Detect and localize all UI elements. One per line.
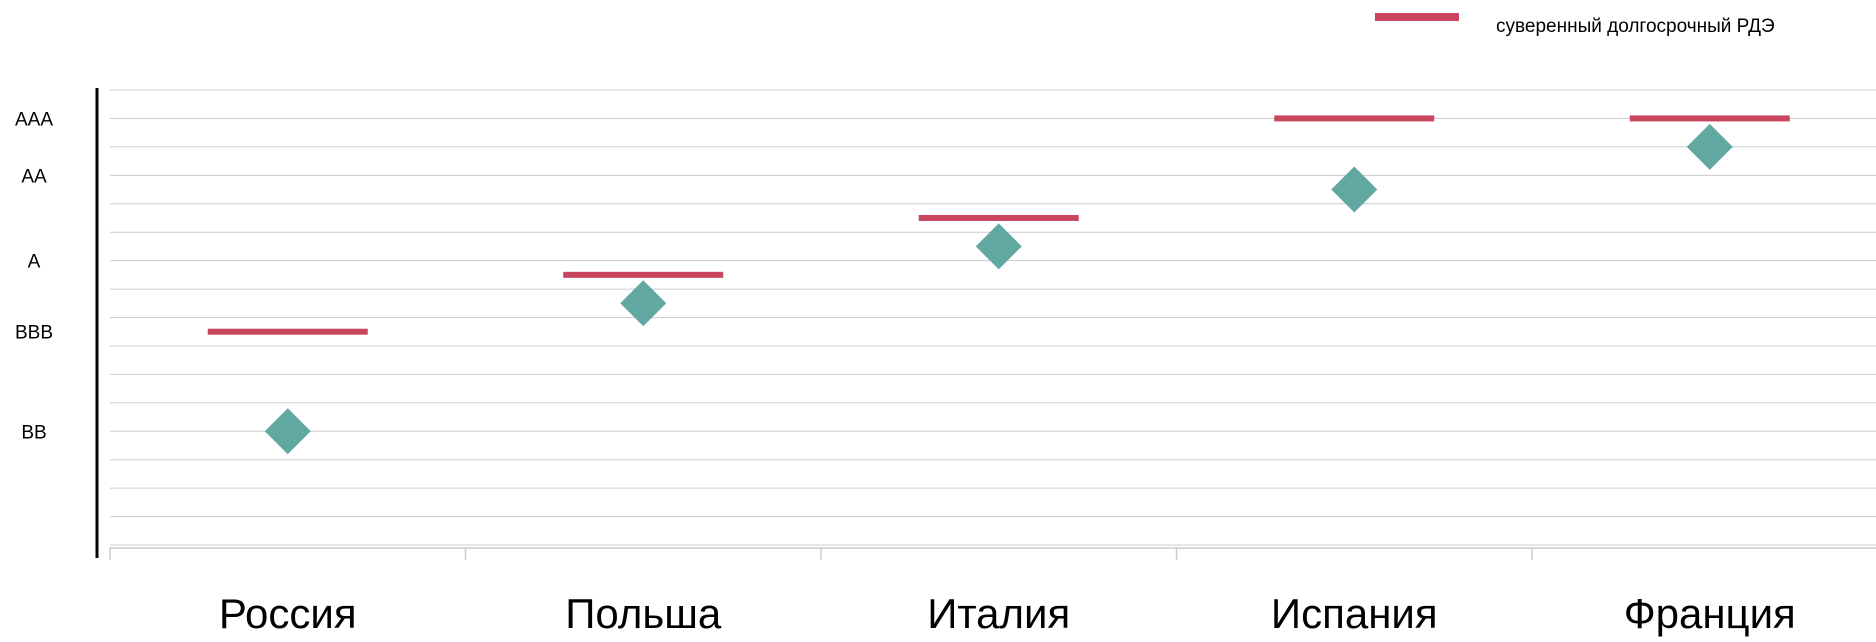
- y-tick-label: BBB: [15, 323, 53, 344]
- rating-diamond-mark: [1331, 166, 1378, 213]
- x-axis: [109, 547, 1876, 560]
- rating-line-mark: [1629, 115, 1790, 122]
- x-tick-label: Испания: [1271, 590, 1438, 637]
- x-tick-label: Италия: [927, 590, 1070, 637]
- x-tick-label: Польша: [565, 590, 722, 637]
- x-tick-label: Франция: [1624, 590, 1796, 637]
- x-tick-label: Россия: [219, 590, 357, 637]
- rating-diamond-mark: [264, 408, 311, 455]
- rating-line-mark: [1274, 115, 1435, 122]
- gridlines: [110, 89, 1876, 546]
- legend: суверенный долгосрочный РДЭ: [1375, 13, 1775, 37]
- legend-label: суверенный долгосрочный РДЭ: [1496, 16, 1775, 37]
- rating-diamond-mark: [975, 223, 1022, 270]
- rating-diamond-mark: [1686, 123, 1733, 170]
- y-tick-label: BB: [21, 422, 46, 443]
- y-tick-label: AAA: [15, 109, 53, 130]
- legend-swatch-line: [1375, 13, 1459, 21]
- x-axis-tick-labels: Россия Польша Италия Испания Франция: [219, 590, 1796, 637]
- y-tick-label: AA: [21, 166, 47, 187]
- y-tick-label: A: [28, 252, 41, 273]
- rating-line-mark: [207, 328, 368, 335]
- rating-line-mark: [918, 214, 1079, 221]
- data-marks: [207, 115, 1790, 455]
- rating-diamond-mark: [620, 280, 667, 327]
- rating-line-mark: [563, 271, 724, 278]
